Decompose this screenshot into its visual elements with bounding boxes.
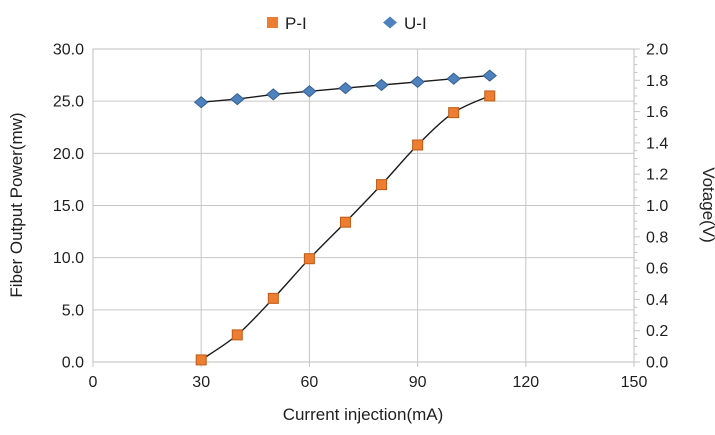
- u-i-data-point-marker: [230, 92, 245, 106]
- x-tick-label: 60: [301, 374, 319, 391]
- x-tick-label: 0: [89, 374, 98, 391]
- u-i-data-point-marker: [374, 78, 389, 92]
- y-left-tick-label: 10.0: [53, 250, 84, 267]
- y-left-axis-title: Fiber Output Power(mw): [7, 112, 26, 297]
- legend-u-i-label: U-I: [404, 14, 427, 33]
- u-i-data-point-marker: [482, 69, 497, 82]
- p-i-data-point-marker: [231, 329, 243, 341]
- y-left-tick-label: 15.0: [53, 198, 84, 215]
- y-right-tick-label: 1.8: [646, 73, 668, 90]
- y-right-axis-title: Votage(V): [699, 167, 715, 243]
- legend-p-i-label: P-I: [285, 14, 307, 33]
- p-i-data-point-marker: [376, 179, 388, 191]
- u-i-data-point-marker: [193, 96, 209, 109]
- y-right-tick-label: 0.4: [646, 292, 668, 309]
- x-tick-label: 30: [192, 374, 210, 391]
- y-right-tick-label: 2.0: [646, 42, 668, 59]
- u-i-data-point-marker: [410, 75, 425, 89]
- y-left-tick-label: 5.0: [62, 302, 84, 319]
- u-i-data-point-marker: [266, 88, 281, 101]
- p-i-data-point-marker: [484, 90, 496, 102]
- y-right-tick-label: 0.2: [646, 323, 668, 340]
- y-right-tick-label: 1.6: [646, 104, 668, 121]
- axis-ticks: [92, 48, 640, 367]
- p-i-data-point-marker: [339, 216, 351, 228]
- p-i-data-point-marker: [267, 292, 279, 304]
- y-right-tick-label: 1.0: [646, 198, 668, 215]
- legend-entry-p-i: P-I: [267, 14, 307, 33]
- legend: P-I U-I: [267, 14, 427, 33]
- y-right-tick-label: 1.4: [646, 135, 668, 152]
- x-tick-labels: 0 30 60 90 120 150: [89, 374, 648, 391]
- y-right-tick-labels: 0.0 0.2 0.4 0.6 0.8 1.0 1.2 1.4 1.6 1.8 2.0: [646, 42, 668, 372]
- series-p-i: [195, 90, 496, 366]
- gridlines: [93, 49, 634, 362]
- legend-u-i-diamond-marker-icon: [383, 16, 397, 29]
- x-axis-title: Current injection(mA): [283, 405, 444, 424]
- y-left-tick-label: 25.0: [53, 94, 84, 111]
- legend-entry-u-i: U-I: [383, 14, 427, 33]
- legend-p-i-square-marker-icon: [267, 17, 278, 28]
- y-left-tick-label: 20.0: [53, 146, 84, 163]
- y-left-tick-label: 30.0: [53, 42, 84, 59]
- u-i-data-point-marker: [338, 81, 353, 95]
- x-tick-label: 150: [621, 374, 648, 391]
- p-i-data-point-marker: [195, 354, 207, 366]
- series-u-i: [193, 69, 497, 109]
- y-left-tick-label: 0.0: [62, 355, 84, 372]
- y-right-tick-label: 0.8: [646, 229, 668, 246]
- x-tick-label: 120: [512, 374, 539, 391]
- u-i-data-point-marker: [302, 85, 317, 98]
- u-i-data-point-marker: [446, 72, 461, 85]
- p-i-data-point-marker: [448, 107, 460, 119]
- x-tick-label: 90: [409, 374, 427, 391]
- y-right-tick-label: 0.6: [646, 261, 668, 278]
- p-i-data-point-marker: [303, 253, 315, 265]
- p-i-line: [200, 95, 490, 361]
- y-right-tick-label: 0.0: [646, 355, 668, 372]
- p-i-data-point-marker: [412, 139, 424, 151]
- y-left-tick-labels: 0.0 5.0 10.0 15.0 20.0 25.0 30.0: [53, 42, 84, 372]
- plot-area: [92, 48, 640, 367]
- y-right-tick-label: 1.2: [646, 167, 668, 184]
